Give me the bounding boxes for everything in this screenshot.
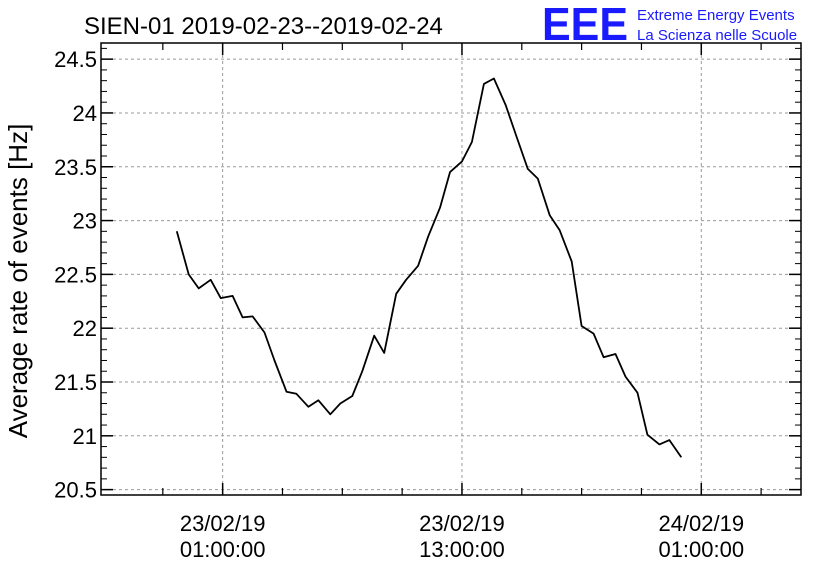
y-tick-label: 24.5 — [54, 47, 97, 72]
y-tick-label: 21.5 — [54, 370, 97, 395]
y-tick-label: 22 — [73, 316, 97, 341]
x-tick-label-date: 24/02/19 — [658, 511, 744, 536]
y-tick-label: 24 — [73, 101, 97, 126]
x-tick-label-time: 01:00:00 — [658, 537, 744, 562]
plot-frame — [100, 42, 802, 496]
y-tick-label: 23.5 — [54, 155, 97, 180]
tick-labels: 20.52121.52222.52323.52424.523/02/1901:0… — [54, 47, 744, 562]
x-tick-label-date: 23/02/19 — [419, 511, 505, 536]
y-axis-label: Average rate of events [Hz] — [3, 124, 33, 439]
y-tick-label: 21 — [73, 424, 97, 449]
logo-mark: EEE — [542, 0, 628, 50]
y-tick-label: 22.5 — [54, 262, 97, 287]
data-series — [175, 77, 683, 458]
x-tick-label-date: 23/02/19 — [180, 511, 266, 536]
x-tick-label-time: 13:00:00 — [419, 537, 505, 562]
grid-lines — [101, 43, 801, 495]
y-tick-label: 23 — [73, 209, 97, 234]
eee-logo: EEE Extreme Energy Events La Scienza nel… — [542, 0, 797, 50]
x-tick-label-time: 01:00:00 — [180, 537, 266, 562]
y-tick-label: 20.5 — [54, 478, 97, 503]
logo-line2: La Scienza nelle Scuole — [637, 27, 797, 44]
chart-title: SIEN-01 2019-02-23--2019-02-24 — [84, 13, 443, 40]
logo-line1: Extreme Energy Events — [637, 7, 795, 24]
rate-series-line — [175, 77, 683, 458]
axis-ticks — [101, 43, 801, 495]
